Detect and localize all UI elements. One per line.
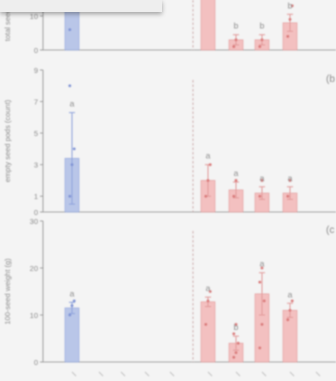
- data-point: [234, 38, 238, 42]
- significance-letter: a: [260, 259, 265, 269]
- x-tick-mark: [261, 371, 267, 377]
- data-point: [70, 163, 74, 167]
- data-point: [68, 28, 72, 31]
- x-tick-mark: [144, 371, 150, 377]
- data-point: [234, 179, 238, 182]
- overlay-card: [0, 0, 162, 12]
- data-point: [72, 147, 76, 151]
- significance-letter: b: [234, 322, 239, 332]
- y-tick-label: 0: [34, 208, 38, 217]
- data-point: [286, 194, 290, 198]
- data-point: [208, 290, 212, 293]
- x-tick-mark: [207, 371, 213, 377]
- significance-letter: a: [70, 99, 75, 109]
- data-point: [232, 194, 236, 198]
- data-point: [232, 332, 236, 336]
- x-tick-mark: [71, 371, 77, 377]
- data-point: [204, 194, 208, 198]
- data-point: [290, 299, 294, 303]
- y-axis-label: empty seed pods (count): [3, 99, 12, 182]
- data-point: [260, 323, 264, 326]
- y-tick-label: 9: [34, 66, 38, 75]
- x-tick-mark: [235, 371, 241, 377]
- significance-letter: b: [288, 0, 293, 10]
- y-tick-label: 0: [34, 46, 38, 55]
- y-tick-label: 0: [34, 358, 38, 367]
- x-tick-mark: [98, 371, 104, 377]
- x-tick-mark: [120, 371, 126, 377]
- data-point: [288, 308, 292, 312]
- data-point: [260, 38, 264, 42]
- data-point: [68, 84, 72, 88]
- x-tick-mark: [289, 371, 295, 377]
- data-point: [236, 341, 240, 345]
- significance-letter: a: [234, 168, 239, 178]
- data-point: [262, 299, 266, 303]
- data-point: [260, 266, 264, 270]
- data-point: [208, 163, 212, 167]
- data-point: [232, 355, 236, 359]
- data-point: [258, 346, 262, 350]
- y-tick-label: 3: [34, 161, 38, 170]
- panel-letter: (c: [326, 225, 334, 236]
- panel-letter: (b: [326, 74, 335, 85]
- data-point: [232, 45, 236, 48]
- data-point: [206, 179, 210, 182]
- data-point: [288, 179, 292, 182]
- significance-letter: a: [288, 173, 293, 183]
- bar: [200, 0, 216, 51]
- y-tick-label: 1: [34, 192, 38, 201]
- x-tick-mark: [315, 371, 321, 377]
- data-point: [234, 351, 238, 354]
- y-tick-label: 7: [34, 98, 38, 107]
- significance-letter: b: [260, 21, 265, 31]
- y-axis-label: total seed: [3, 9, 12, 42]
- data-point: [234, 323, 238, 326]
- data-point: [258, 194, 262, 198]
- x-tick-mark: [169, 371, 175, 377]
- data-point: [286, 35, 290, 38]
- significance-letter: b: [234, 21, 239, 31]
- data-point: [258, 280, 262, 284]
- data-point: [72, 299, 76, 303]
- y-tick-label: 5: [34, 129, 38, 138]
- significance-letter: a: [70, 288, 75, 298]
- data-point: [204, 323, 208, 326]
- data-point: [206, 299, 210, 303]
- y-tick-label: 20: [30, 264, 38, 273]
- significance-letter: a: [206, 151, 211, 161]
- data-point: [258, 45, 262, 48]
- data-point: [288, 18, 292, 21]
- significance-letter: a: [206, 283, 211, 293]
- data-point: [286, 318, 290, 322]
- significance-letter: a: [288, 289, 293, 299]
- significance-letter: a: [260, 173, 265, 183]
- y-axis-label: 100-seed weight (g): [3, 258, 12, 325]
- data-point: [260, 179, 264, 182]
- bar: [64, 0, 80, 51]
- bar: [64, 307, 80, 363]
- bar: [200, 301, 216, 363]
- bar: [282, 309, 298, 363]
- data-point: [290, 4, 294, 8]
- data-point: [70, 304, 74, 307]
- data-point: [68, 194, 72, 198]
- data-point: [68, 313, 72, 317]
- y-tick-label: 10: [30, 12, 38, 21]
- y-tick-label: 30: [30, 217, 38, 226]
- y-tick-label: 10: [30, 311, 38, 320]
